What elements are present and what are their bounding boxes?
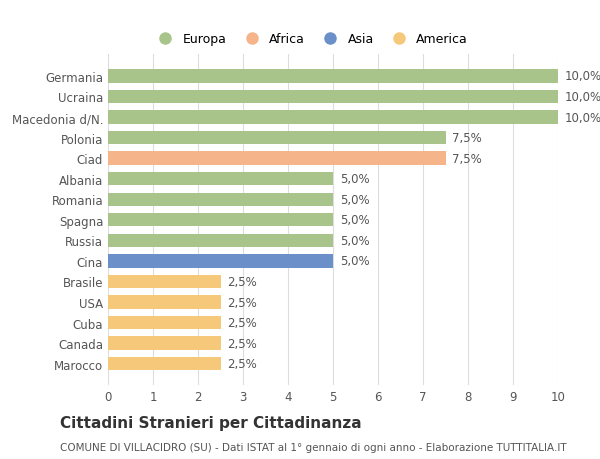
Text: 5,0%: 5,0% [340,173,370,186]
Text: 2,5%: 2,5% [227,316,257,330]
Bar [108,111,558,124]
Bar [108,193,333,207]
Bar [108,275,221,289]
Bar [108,337,221,350]
Text: Cittadini Stranieri per Cittadinanza: Cittadini Stranieri per Cittadinanza [60,415,362,430]
Text: 7,5%: 7,5% [452,152,482,165]
Bar [108,316,221,330]
Text: 5,0%: 5,0% [340,193,370,206]
Text: 10,0%: 10,0% [565,111,600,124]
Bar [108,90,558,104]
Bar [108,213,333,227]
Text: 2,5%: 2,5% [227,358,257,370]
Text: COMUNE DI VILLACIDRO (SU) - Dati ISTAT al 1° gennaio di ogni anno - Elaborazione: COMUNE DI VILLACIDRO (SU) - Dati ISTAT a… [60,442,566,452]
Text: 7,5%: 7,5% [452,132,482,145]
Text: 5,0%: 5,0% [340,235,370,247]
Text: 5,0%: 5,0% [340,255,370,268]
Text: 5,0%: 5,0% [340,214,370,227]
Text: 2,5%: 2,5% [227,296,257,309]
Bar [108,296,221,309]
Text: 2,5%: 2,5% [227,275,257,288]
Bar [108,357,221,370]
Legend: Europa, Africa, Asia, America: Europa, Africa, Asia, America [148,28,473,51]
Bar [108,255,333,268]
Bar [108,70,558,84]
Bar [108,132,445,145]
Text: 10,0%: 10,0% [565,91,600,104]
Text: 2,5%: 2,5% [227,337,257,350]
Bar [108,234,333,247]
Bar [108,173,333,186]
Bar [108,152,445,165]
Text: 10,0%: 10,0% [565,70,600,83]
